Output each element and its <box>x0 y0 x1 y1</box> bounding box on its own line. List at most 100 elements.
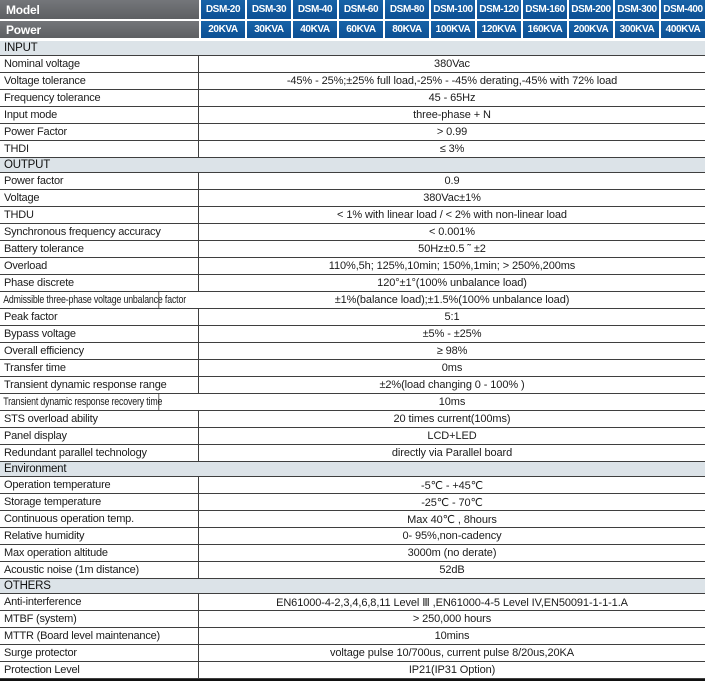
spec-value: ±2%(load changing 0 - 100% ) <box>379 379 525 391</box>
power-header-cell: 400KVA <box>661 21 705 38</box>
spec-label: Battery tolerance <box>0 241 199 257</box>
spec-label: Admissible three-phase voltage unbalance… <box>0 292 186 308</box>
power-header-cell: 20KVA <box>201 21 245 38</box>
spec-value: 10ms <box>438 396 466 408</box>
spec-row: Frequency tolerance 45 - 65Hz <box>0 90 705 107</box>
spec-label: MTTR (Board level maintenance) <box>0 628 199 644</box>
spec-label: Continuous operation temp. <box>0 511 199 527</box>
spec-value: 45 - 65Hz <box>428 92 476 104</box>
spec-value: 20 times current(100ms) <box>393 413 511 425</box>
spec-value: 0- 95%,non-cadency <box>402 530 502 542</box>
section-header-others: OTHERS <box>0 579 705 594</box>
spec-label: Transient dynamic response range <box>0 377 199 393</box>
spec-value: < 0.001% <box>429 226 475 238</box>
spec-value: 50Hz±0.5 ˜ ±2 <box>418 243 486 255</box>
power-header-cell: 300KVA <box>615 21 659 38</box>
spec-row: Battery tolerance 50Hz±0.5 ˜ ±2 <box>0 241 705 258</box>
model-header-row: Model DSM-20 DSM-30 DSM-40 DSM-60 DSM-80 DSM-… <box>0 0 705 19</box>
spec-label: Power Factor <box>0 124 199 140</box>
spec-value: directly via Parallel board <box>391 447 513 459</box>
power-header-row: Power 20KVA 30KVA 40KVA 60KVA 80KVA 100KVA 120… <box>0 21 705 38</box>
spec-row: Operation temperature -5℃ - +45℃ <box>0 477 705 494</box>
spec-value: 0ms <box>441 362 463 374</box>
spec-row: Overload 110%,5h; 125%,10min; 150%,1min; … <box>0 258 705 275</box>
spec-value: LCD+LED <box>427 430 477 442</box>
spec-row: Transient dynamic response range ±2%(load… <box>0 377 705 394</box>
spec-label: Protection Level <box>0 662 199 678</box>
spec-label: Peak factor <box>0 309 199 325</box>
spec-value: 5:1 <box>444 311 460 323</box>
spec-label: Bypass voltage <box>0 326 199 342</box>
spec-label: Frequency tolerance <box>0 90 199 106</box>
spec-label: Redundant parallel technology <box>0 445 199 461</box>
spec-label: THDI <box>0 141 199 157</box>
power-header-cell: 80KVA <box>385 21 429 38</box>
spec-label: Input mode <box>0 107 199 123</box>
model-header-cell: DSM-400 <box>661 0 705 19</box>
model-columns: DSM-20 DSM-30 DSM-40 DSM-60 DSM-80 DSM-100 DSM… <box>201 0 705 19</box>
spec-value: 52dB <box>439 564 465 576</box>
spec-row: Transfer time 0ms <box>0 360 705 377</box>
spec-value: ≤ 3% <box>439 143 465 155</box>
spec-row: Overall efficiency ≥ 98% <box>0 343 705 360</box>
spec-value: > 0.99 <box>436 126 468 138</box>
spec-value: ±5% - ±25% <box>422 328 482 340</box>
section-header-environment: Environment <box>0 462 705 477</box>
spec-value: Max 40℃ , 8hours <box>407 513 497 526</box>
spec-row: Transient dynamic response recovery time… <box>0 394 705 411</box>
model-header-cell: DSM-60 <box>339 0 383 19</box>
spec-row: Power Factor > 0.99 <box>0 124 705 141</box>
spec-row: Admissible three-phase voltage unbalance… <box>0 292 705 309</box>
spec-row: Acoustic noise (1m distance) 52dB <box>0 562 705 579</box>
spec-value: 3000m (no derate) <box>407 547 497 559</box>
spec-value: voltage pulse 10/700us, current pulse 8/… <box>330 647 574 659</box>
spec-row: Storage temperature -25℃ - 70℃ <box>0 494 705 511</box>
spec-value: 380Vac <box>434 58 470 70</box>
spec-label: Storage temperature <box>0 494 199 510</box>
spec-label: Synchronous frequency accuracy <box>0 224 199 240</box>
power-header-cell: 100KVA <box>431 21 475 38</box>
spec-value: EN61000-4-2,3,4,6,8,11 Level Ⅲ ,EN61000-… <box>276 596 628 609</box>
model-header-label: Model <box>0 0 199 19</box>
spec-row: Peak factor 5:1 <box>0 309 705 326</box>
model-header-cell: DSM-100 <box>431 0 475 19</box>
power-header-cell: 40KVA <box>293 21 337 38</box>
spec-value: 380Vac±1% <box>423 192 481 204</box>
spec-value: -5℃ - +45℃ <box>421 479 483 492</box>
spec-value: three-phase + N <box>413 109 491 121</box>
section-header-input: INPUT <box>0 41 705 56</box>
spec-row: Input mode three-phase + N <box>0 107 705 124</box>
spec-row: Voltage tolerance -45% - 25%;±25% full lo… <box>0 73 705 90</box>
spec-row: Phase discrete 120°±1°(100% unbalance loa… <box>0 275 705 292</box>
spec-label: Transient dynamic response recovery time <box>0 394 162 410</box>
spec-row: Continuous operation temp. Max 40℃ , 8hou… <box>0 511 705 528</box>
power-header-label: Power <box>0 21 199 38</box>
model-header-cell: DSM-20 <box>201 0 245 19</box>
spec-row: Surge protector voltage pulse 10/700us, c… <box>0 645 705 662</box>
spec-label: Transfer time <box>0 360 199 376</box>
power-columns: 20KVA 30KVA 40KVA 60KVA 80KVA 100KVA 120KVA 160… <box>201 21 705 38</box>
spec-label: Phase discrete <box>0 275 199 291</box>
spec-row: THDU < 1% with linear load / < 2% with no… <box>0 207 705 224</box>
spec-row: MTTR (Board level maintenance) 10mins <box>0 628 705 645</box>
spec-value: < 1% with linear load / < 2% with non-li… <box>337 209 567 221</box>
spec-value: -45% - 25%;±25% full load,-25% - -45% de… <box>286 75 618 87</box>
spec-value: 120°±1°(100% unbalance load) <box>377 277 527 289</box>
spec-row: Voltage 380Vac±1% <box>0 190 705 207</box>
model-header-cell: DSM-300 <box>615 0 659 19</box>
spec-label: THDU <box>0 207 199 223</box>
spec-label: Power factor <box>0 173 199 189</box>
spec-label: Operation temperature <box>0 477 199 493</box>
spec-row: Power factor 0.9 <box>0 173 705 190</box>
spec-row: Redundant parallel technology directly vi… <box>0 445 705 462</box>
spec-row: Panel display LCD+LED <box>0 428 705 445</box>
power-header-cell: 120KVA <box>477 21 521 38</box>
spec-value: ≥ 98% <box>436 345 468 357</box>
spec-row: THDI ≤ 3% <box>0 141 705 158</box>
model-header-cell: DSM-30 <box>247 0 291 19</box>
spec-label: Acoustic noise (1m distance) <box>0 562 199 578</box>
spec-value: 110%,5h; 125%,10min; 150%,1min; > 250%,2… <box>328 260 576 272</box>
spec-value: > 250,000 hours <box>412 613 492 625</box>
spec-label: Overload <box>0 258 199 274</box>
